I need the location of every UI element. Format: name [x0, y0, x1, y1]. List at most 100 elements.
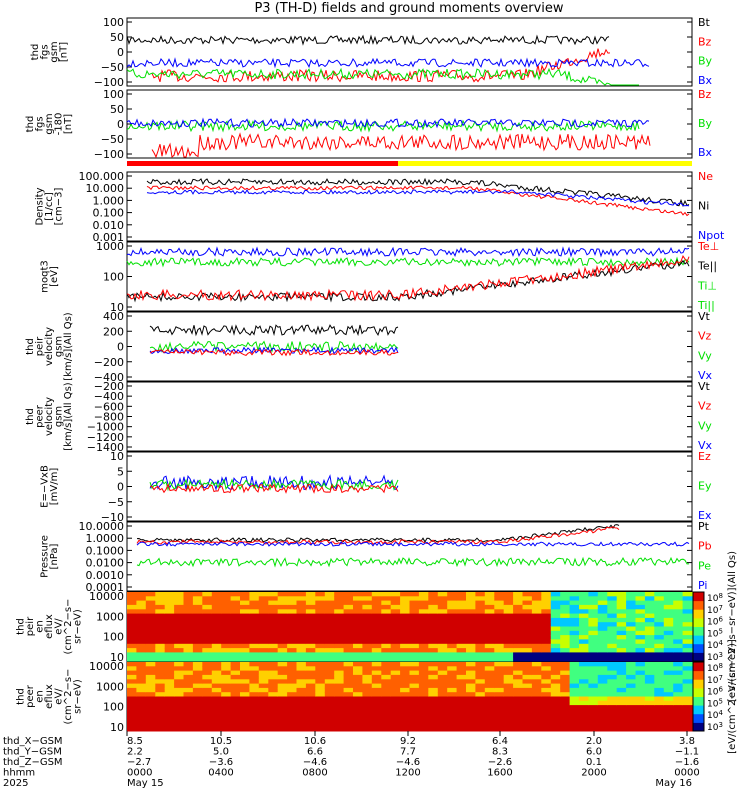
heatmap-cell [447, 639, 458, 645]
heatmap-cell [447, 683, 458, 689]
heatmap-cell [626, 609, 636, 615]
heatmap-cell [277, 713, 288, 719]
heatmap-cell [240, 609, 250, 615]
heatmap-cell [541, 609, 552, 615]
heatmap-cell [635, 670, 646, 676]
x-axis-value: 0800 [302, 768, 327, 779]
heatmap-cell [183, 666, 194, 672]
heatmap-cell [343, 713, 354, 719]
heatmap-cell [155, 670, 166, 676]
heatmap-cell [579, 639, 589, 645]
heatmap-cell [447, 705, 458, 710]
y-tick-label: 0 [117, 46, 124, 59]
heatmap-cell [155, 662, 166, 667]
heatmap-cell [202, 722, 213, 728]
heatmap-cell [494, 670, 505, 676]
heatmap-cell [513, 670, 523, 676]
heatmap-cell [381, 709, 392, 715]
heatmap-cell [381, 609, 392, 615]
heatmap-cell [522, 648, 533, 653]
heatmap-cell [607, 648, 618, 653]
heatmap-cell [258, 622, 269, 627]
y-tick-label: 0.010 [93, 219, 125, 232]
heatmap-cell [324, 648, 335, 653]
heatmap-cell [258, 635, 269, 640]
heatmap-cell [682, 700, 693, 706]
heatmap-cell [635, 713, 646, 719]
heatmap-cell [437, 652, 448, 658]
heatmap-cell [390, 604, 401, 610]
heatmap-cell [588, 609, 599, 615]
heatmap-cell [531, 662, 542, 667]
heatmap-cell [588, 696, 599, 702]
heatmap-cell [362, 713, 373, 719]
heatmap-cell [541, 692, 552, 697]
heatmap-cell [287, 622, 297, 627]
heatmap-cell [371, 700, 382, 706]
heatmap-cell [579, 613, 589, 619]
heatmap-cell [305, 635, 316, 640]
heatmap-cell [503, 643, 514, 649]
heatmap-cell [277, 726, 288, 732]
heatmap-cell [343, 596, 354, 602]
heatmap-cell [456, 705, 467, 710]
heatmap-cell [202, 596, 213, 602]
colorbar-segment [693, 670, 704, 680]
heatmap-cell [221, 596, 232, 602]
heatmap-cell [136, 705, 147, 710]
y-axis-label: gsm [54, 406, 65, 427]
heatmap-cell [240, 713, 250, 719]
heatmap-cell [334, 630, 345, 636]
heatmap-cell [249, 666, 260, 672]
heatmap-cell [626, 692, 636, 697]
heatmap-cell [447, 622, 458, 627]
heatmap-cell [155, 613, 166, 619]
heatmap-cell [635, 648, 646, 653]
heatmap-cell [541, 709, 552, 715]
x-axis-labels: thd_X−GSM 8.5 10.5 10.6 9.2 6.4 2.0 3.8thd_Y−GS… [3, 731, 700, 789]
heatmap-cell [127, 692, 137, 697]
heatmap-cell [145, 687, 156, 693]
heatmap-cell [305, 696, 316, 702]
heatmap-cell [522, 622, 533, 627]
heatmap-cell [174, 656, 184, 662]
heatmap-cell [522, 652, 533, 658]
heatmap-cell [588, 600, 599, 606]
y-tick-label: −50 [101, 133, 124, 146]
heatmap-cell [400, 674, 410, 680]
heatmap-cell [287, 600, 297, 606]
heatmap-cell [249, 674, 260, 680]
heatmap-cell [456, 692, 467, 697]
heatmap-cell [258, 648, 269, 653]
y-tick-label: 100 [103, 631, 124, 644]
heatmap-cell [183, 700, 194, 706]
heatmap-cell [362, 609, 373, 615]
heatmap-cell [136, 718, 147, 723]
heatmap-cell [240, 700, 250, 706]
heatmap-cell [418, 722, 429, 728]
heatmap-cell [381, 696, 392, 702]
heatmap-cell [211, 700, 222, 706]
heatmap-cell [494, 622, 505, 627]
heatmap-cell [211, 683, 222, 689]
y-tick-label: −400 [94, 390, 124, 403]
heatmap-cell [287, 604, 297, 610]
heatmap-cell [588, 648, 599, 653]
heatmap-cell [456, 596, 467, 602]
heatmap-cell [192, 656, 203, 662]
heatmap-cell [579, 600, 589, 606]
heatmap-cell [127, 656, 137, 662]
heatmap-cell [597, 630, 608, 636]
heatmap-cell [127, 713, 137, 719]
heatmap-cell [296, 705, 307, 710]
heatmap-cell [541, 613, 552, 619]
heatmap-cell [183, 718, 194, 723]
heatmap-cell [654, 643, 665, 649]
heatmap-cell [579, 617, 589, 623]
y-axis-label: thd [30, 44, 41, 61]
heatmap-cell [315, 643, 326, 649]
heatmap-cell [466, 662, 476, 667]
heatmap-cell [155, 722, 166, 728]
heatmap-cell [230, 687, 241, 693]
